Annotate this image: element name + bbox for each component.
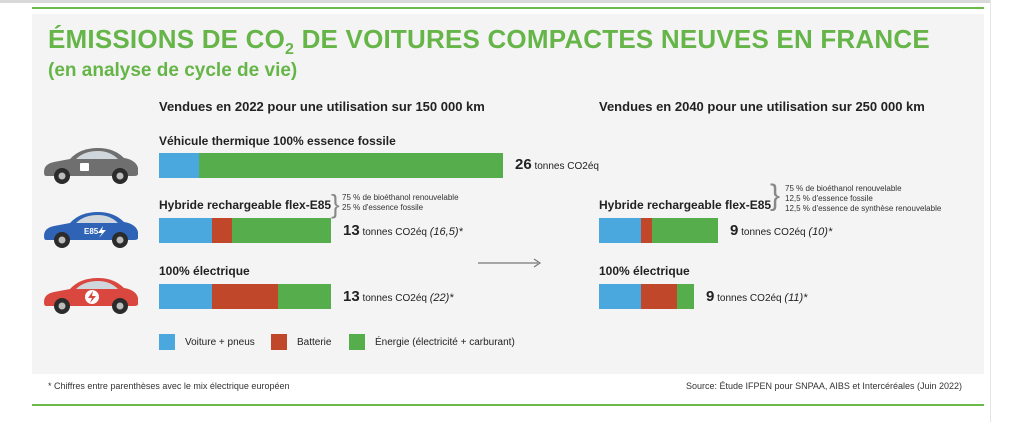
value-hybride-2022: 13 tonnes CO2éq (16,5)* bbox=[343, 222, 463, 239]
legend-label: Énergie (électricité + carburant) bbox=[375, 336, 515, 348]
electric-car-icon bbox=[44, 278, 138, 314]
hybrid-car-icon: E85 bbox=[44, 212, 138, 248]
segment-energie bbox=[232, 218, 331, 243]
label-hybride-2022: Hybride rechargeable flex-E85 bbox=[159, 198, 332, 212]
chart-subtitle: (en analyse de cycle de vie) bbox=[48, 60, 298, 81]
note-line: 12,5 % d'essence fossile bbox=[785, 194, 873, 203]
bar-hybride-2040 bbox=[599, 218, 718, 243]
value-electrique-2022: 13 tonnes CO2éq (22)* bbox=[343, 288, 454, 305]
note-line: 25 % d'essence fossile bbox=[342, 203, 424, 212]
label-electrique-2040: 100% électrique bbox=[599, 264, 690, 278]
segment-batterie bbox=[212, 218, 232, 243]
legend-swatch bbox=[159, 334, 175, 350]
legend-label: Voiture + pneus bbox=[185, 336, 255, 348]
legend-label: Batterie bbox=[297, 336, 332, 348]
note-hybride-2022: 75 % de bioéthanol renouvelable 25 % d'e… bbox=[342, 193, 459, 213]
note-line: 75 % de bioéthanol renouvelable bbox=[785, 184, 902, 193]
legend-swatch bbox=[271, 334, 287, 350]
brace-hybride-2022: } bbox=[331, 189, 340, 219]
value-thermique-2022: 26 tonnes CO2éq bbox=[515, 156, 599, 173]
segment-energie bbox=[278, 284, 331, 309]
hybrid-badge: E85 bbox=[84, 227, 99, 236]
gasoline-car-icon bbox=[44, 148, 138, 184]
footnote: * Chiffres entre parenthèses avec le mix… bbox=[48, 381, 290, 391]
note-line: 12,5 % d'essence de synthèse renouvelabl… bbox=[785, 204, 942, 213]
segment-batterie bbox=[641, 284, 677, 309]
source-note: Source: Étude IFPEN pour SNPAA, AIBS et … bbox=[686, 381, 962, 391]
label-hybride-2040: Hybride rechargeable flex-E85 bbox=[599, 198, 772, 212]
segment-voiture-pneus bbox=[599, 284, 641, 309]
segment-voiture-pneus bbox=[159, 153, 199, 178]
column-title-2040: Vendues en 2040 pour une utilisation sur… bbox=[599, 99, 925, 114]
note-line: 75 % de bioéthanol renouvelable bbox=[342, 193, 459, 202]
infographic-panel bbox=[32, 14, 984, 374]
legend-swatch bbox=[349, 334, 365, 350]
top-border bbox=[0, 0, 1022, 3]
bar-thermique-2022 bbox=[159, 153, 503, 178]
segment-voiture-pneus bbox=[159, 218, 212, 243]
label-electrique-2022: 100% électrique bbox=[159, 264, 250, 278]
legend-item-energie: Énergie (électricité + carburant) bbox=[349, 334, 515, 350]
arrow-right-icon bbox=[478, 258, 542, 268]
bar-hybride-2022 bbox=[159, 218, 331, 243]
segment-batterie bbox=[641, 218, 652, 243]
segment-voiture-pneus bbox=[599, 218, 641, 243]
value-hybride-2040: 9 tonnes CO2éq (10)* bbox=[730, 222, 833, 239]
segment-energie bbox=[652, 218, 718, 243]
value-electrique-2040: 9 tonnes CO2éq (11)* bbox=[706, 288, 808, 305]
label-thermique-2022: Véhicule thermique 100% essence fossile bbox=[159, 134, 396, 148]
bar-electrique-2040 bbox=[599, 284, 694, 309]
column-title-2022: Vendues en 2022 pour une utilisation sur… bbox=[159, 99, 485, 114]
bottom-green-rule bbox=[32, 404, 984, 406]
page-edge bbox=[990, 0, 1022, 422]
segment-energie bbox=[199, 153, 503, 178]
legend-item-voiture: Voiture + pneus bbox=[159, 334, 255, 350]
segment-energie bbox=[677, 284, 694, 309]
segment-batterie bbox=[212, 284, 278, 309]
chart-title: ÉMISSIONS DE CO2 DE VOITURES COMPACTES N… bbox=[48, 24, 930, 59]
note-hybride-2040: 75 % de bioéthanol renouvelable 12,5 % d… bbox=[785, 184, 941, 214]
bar-electrique-2022 bbox=[159, 284, 331, 309]
segment-voiture-pneus bbox=[159, 284, 212, 309]
top-green-rule bbox=[32, 7, 984, 9]
brace-hybride-2040: } bbox=[770, 179, 781, 212]
legend-item-batterie: Batterie bbox=[271, 334, 331, 350]
footer-band bbox=[32, 374, 984, 402]
